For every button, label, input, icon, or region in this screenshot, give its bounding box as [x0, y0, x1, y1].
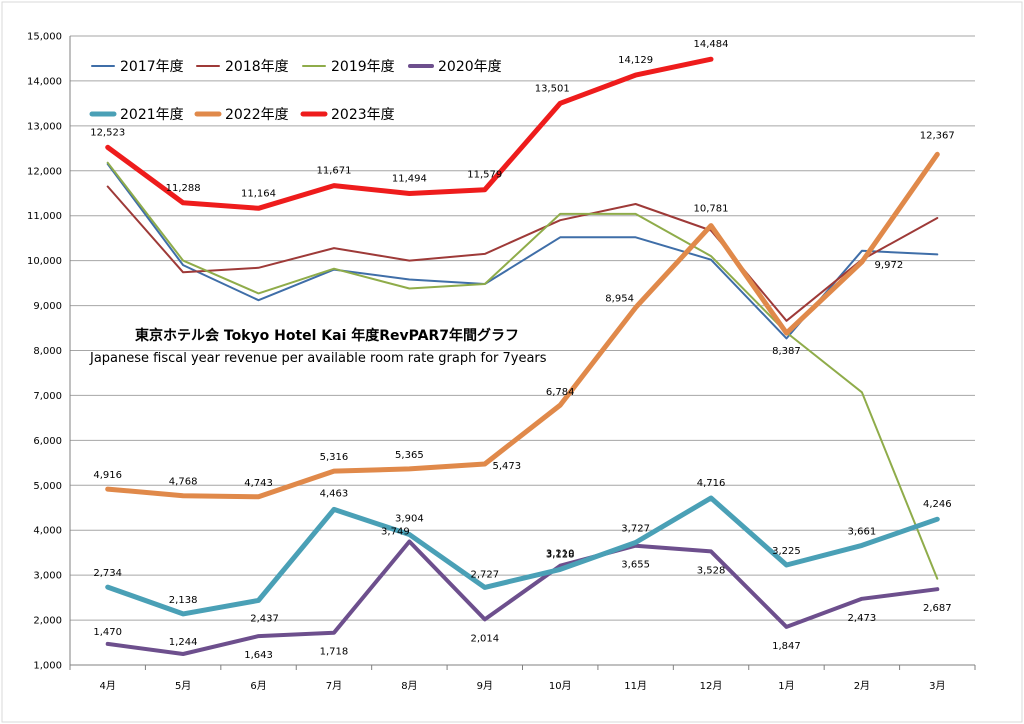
- data-label-2021年度: 3,128: [546, 549, 575, 560]
- data-label-2021年度: 4,246: [923, 499, 952, 510]
- data-label-2023年度: 11,288: [166, 183, 201, 194]
- x-tick-label: 4月: [100, 680, 116, 692]
- data-label-2020年度: 1,847: [772, 641, 801, 652]
- y-tick-label: 4,000: [33, 526, 62, 537]
- data-label-layer: 1,470 1,244 1,643 1,718 3,749 2,014 3,210 3,655…: [90, 39, 955, 661]
- series-line-2022年度: [105, 151, 940, 500]
- series-line-2023年度: [105, 56, 714, 211]
- data-label-2020年度: 2,014: [470, 633, 499, 644]
- data-label-2022年度: 4,743: [244, 478, 273, 489]
- chart-subtitle: Japanese fiscal year revenue per availab…: [89, 351, 547, 366]
- data-label-2021年度: 4,716: [697, 478, 726, 489]
- legend-label-2023年度: 2023年度: [331, 107, 395, 123]
- series-line-2018年度: [106, 185, 939, 322]
- legend-label-2020年度: 2020年度: [438, 59, 502, 75]
- y-tick-label: 6,000: [33, 436, 62, 447]
- data-label-2023年度: 11,671: [316, 166, 351, 177]
- data-label-2023年度: 11,579: [467, 170, 502, 181]
- data-label-2020年度: 3,528: [697, 565, 726, 576]
- y-tick-label: 13,000: [27, 121, 62, 132]
- legend-label-2022年度: 2022年度: [225, 107, 289, 123]
- data-label-2020年度: 1,643: [244, 650, 273, 661]
- x-tick-label: 3月: [929, 680, 945, 692]
- data-label-2020年度: 1,470: [93, 627, 122, 638]
- data-label-2021年度: 3,904: [395, 514, 424, 525]
- x-tick-label: 2月: [854, 680, 870, 692]
- data-label-2023年度: 14,484: [694, 39, 729, 50]
- data-label-2022年度: 4,916: [93, 470, 122, 481]
- x-tick-label: 10月: [549, 680, 572, 692]
- y-tick-label: 5,000: [33, 481, 62, 492]
- x-tick-label: 9月: [477, 680, 493, 692]
- y-tick-label: 11,000: [27, 211, 62, 222]
- series-layer: [105, 56, 940, 656]
- data-label-2022年度: 5,365: [395, 450, 424, 461]
- data-label-2022年度: 5,473: [492, 461, 521, 472]
- axis-layer: 1,000 2,000 3,000 4,000 5,000 6,000 7,000 8,000…: [27, 32, 976, 692]
- legend: 2017年度 2018年度 2019年度 2020年度 2021年度 2022年度 2023…: [89, 59, 502, 123]
- data-label-2023年度: 13,501: [535, 83, 570, 94]
- data-label-2023年度: 11,164: [241, 188, 276, 199]
- y-tick-label: 9,000: [33, 301, 62, 312]
- data-label-2021年度: 2,727: [470, 569, 499, 580]
- series-line-2019年度: [106, 161, 939, 580]
- data-label-2020年度: 3,210: [546, 549, 575, 560]
- data-label-2022年度: 10,781: [694, 204, 729, 215]
- y-tick-label: 15,000: [27, 32, 62, 43]
- legend-label-2018年度: 2018年度: [225, 59, 289, 75]
- data-label-2021年度: 3,727: [621, 523, 650, 534]
- y-tick-label: 14,000: [27, 76, 62, 87]
- data-label-2020年度: 3,749: [381, 526, 410, 537]
- data-label-2022年度: 4,768: [169, 477, 198, 488]
- data-label-2023年度: 11,494: [392, 174, 427, 185]
- x-tick-label: 12月: [700, 680, 723, 692]
- y-tick-label: 1,000: [33, 661, 62, 672]
- data-label-2021年度: 4,463: [320, 488, 349, 499]
- data-label-2020年度: 2,473: [848, 613, 877, 624]
- y-tick-label: 8,000: [33, 346, 62, 357]
- data-label-2020年度: 3,655: [621, 560, 650, 571]
- legend-label-2017年度: 2017年度: [120, 59, 184, 75]
- x-tick-label: 8月: [401, 680, 417, 692]
- data-label-2023年度: 14,129: [618, 55, 653, 66]
- legend-label-2021年度: 2021年度: [120, 107, 184, 123]
- y-tick-label: 3,000: [33, 571, 62, 582]
- x-tick-label: 5月: [175, 680, 191, 692]
- data-label-2020年度: 2,687: [923, 603, 952, 614]
- data-label-2023年度: 12,523: [90, 127, 125, 138]
- data-label-2021年度: 3,661: [848, 526, 877, 537]
- y-tick-label: 10,000: [27, 256, 62, 267]
- data-label-2022年度: 6,784: [546, 387, 575, 398]
- x-tick-label: 1月: [778, 680, 794, 692]
- x-tick-label: 11月: [624, 680, 647, 692]
- data-label-2021年度: 3,225: [772, 546, 801, 557]
- data-label-2020年度: 1,244: [169, 637, 198, 648]
- data-label-2020年度: 1,718: [320, 647, 349, 658]
- data-label-2022年度: 8,954: [605, 294, 634, 305]
- y-tick-label: 7,000: [33, 391, 62, 402]
- x-tick-label: 7月: [326, 680, 342, 692]
- chart-title: 東京ホテル会 Tokyo Hotel Kai 年度RevPAR7年間グラフ: [135, 327, 519, 344]
- data-label-2022年度: 12,367: [920, 130, 955, 141]
- x-tick-label: 6月: [250, 680, 266, 692]
- legend-label-2019年度: 2019年度: [331, 59, 395, 75]
- title-layer: 東京ホテル会 Tokyo Hotel Kai 年度RevPAR7年間グラフ Ja…: [89, 327, 547, 366]
- series-line-2020年度: [105, 539, 940, 656]
- series-line-2021年度: [105, 495, 940, 617]
- data-label-2022年度: 8,387: [772, 346, 801, 357]
- data-label-2021年度: 2,437: [250, 613, 279, 624]
- y-tick-label: 2,000: [33, 616, 62, 627]
- y-tick-label: 12,000: [27, 166, 62, 177]
- data-label-2022年度: 9,972: [875, 260, 904, 271]
- data-label-2021年度: 2,138: [169, 595, 198, 606]
- data-label-2022年度: 5,316: [320, 452, 349, 463]
- data-label-2021年度: 2,734: [93, 568, 122, 579]
